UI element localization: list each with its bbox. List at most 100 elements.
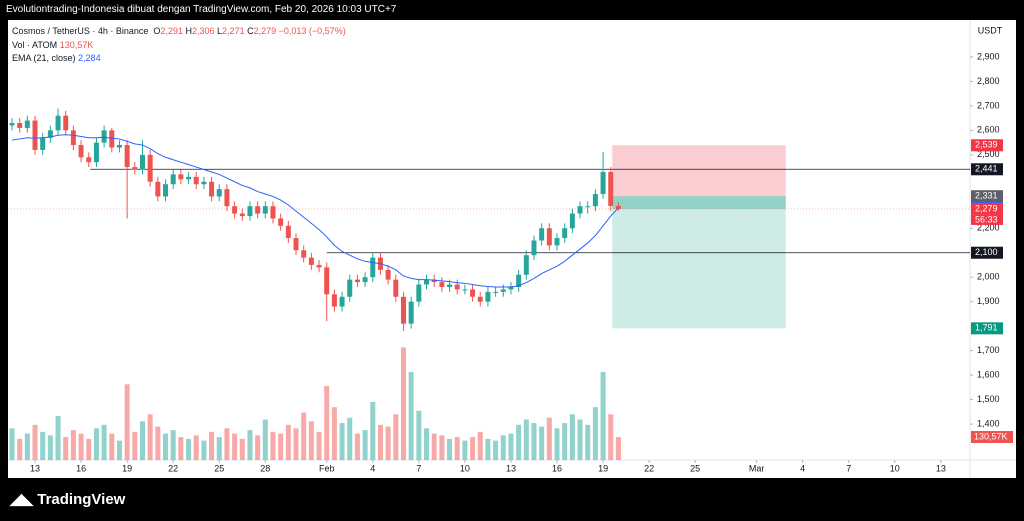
volume-bar — [47, 435, 53, 460]
candle-body — [86, 157, 92, 163]
candle-body — [216, 189, 222, 197]
candle-body — [370, 257, 376, 278]
x-tick-label: 4 — [370, 463, 375, 473]
price-tag-label: 2,279 — [975, 203, 998, 213]
candle-body — [477, 296, 483, 302]
volume-bar — [546, 417, 552, 460]
y-tick-label: 1,600 — [977, 369, 1000, 379]
x-tick-label: 19 — [598, 463, 608, 473]
volume-bar — [86, 438, 92, 460]
volume-tag-label: 130,57K — [974, 431, 1008, 441]
y-tick-label: 2,900 — [977, 51, 1000, 61]
candle-body — [255, 206, 261, 214]
candle-body — [569, 213, 575, 229]
volume-bar — [170, 430, 176, 460]
volume-bar — [569, 414, 575, 460]
y-tick-label: 2,000 — [977, 272, 1000, 282]
candle-body — [178, 174, 184, 180]
price-tag-label: 2,100 — [975, 247, 998, 257]
volume-bar — [308, 421, 314, 460]
candle-body — [155, 181, 161, 197]
volume-bar — [216, 437, 222, 460]
price-tag-label: 2,539 — [975, 140, 998, 150]
candle-body — [124, 145, 130, 168]
candle-body — [9, 123, 15, 126]
candle-body — [470, 289, 476, 297]
y-tick-label: 2,600 — [977, 125, 1000, 135]
volume-bar — [462, 440, 468, 460]
candle-body — [316, 264, 322, 268]
volume-bar — [78, 433, 84, 460]
volume-bar — [500, 435, 506, 460]
candle-body — [247, 206, 253, 217]
target-zone — [612, 196, 786, 329]
candle-body — [400, 296, 406, 324]
candle-body — [201, 181, 207, 185]
x-tick-label: 13 — [30, 463, 40, 473]
volume-bar — [470, 437, 476, 460]
x-tick-label: Feb — [319, 463, 335, 473]
volume-bar — [592, 407, 598, 460]
candle-body — [301, 250, 307, 258]
volume-bar — [239, 438, 245, 460]
volume-bar — [147, 414, 153, 460]
price-tag-label: 2,331 — [975, 191, 998, 201]
y-tick-label: 2,200 — [977, 223, 1000, 233]
x-tick-label: 13 — [506, 463, 516, 473]
candle-body — [600, 171, 606, 194]
candle-body — [139, 154, 145, 170]
candle-body — [424, 279, 430, 285]
candle-body — [546, 228, 552, 246]
candle-body — [93, 142, 99, 163]
volume-bar — [17, 438, 23, 460]
x-tick-label: 4 — [800, 463, 805, 473]
currency: USDT — [978, 25, 1003, 35]
price-tag — [971, 190, 1003, 203]
x-tick-label: 10 — [890, 463, 900, 473]
legend-volume-row: Vol · ATOM 130,57K — [12, 39, 346, 53]
volume-bar — [416, 410, 422, 460]
candle-body — [577, 206, 583, 214]
ema-label: EMA (21, close) — [12, 53, 76, 63]
candle-body — [339, 296, 345, 307]
volume-bar — [40, 431, 46, 460]
brand: ◢◣ TradingView — [10, 491, 126, 508]
volume-bar — [485, 438, 491, 460]
price-tag — [971, 163, 1003, 176]
volume-bar — [331, 407, 337, 460]
candle-body — [78, 145, 84, 158]
candle-body — [385, 269, 391, 280]
candle-body — [362, 277, 368, 283]
candle-body — [508, 286, 514, 290]
candle-body — [500, 289, 506, 292]
legend: Cosmos / TetherUS · 4h · Binance O2,291 … — [12, 25, 346, 66]
volume-tag — [971, 431, 1013, 444]
price-tag — [971, 246, 1003, 259]
candle-body — [224, 189, 230, 207]
volume-bar — [124, 384, 130, 460]
volume-bar — [70, 430, 76, 460]
x-tick-label: 16 — [552, 463, 562, 473]
volume-bar — [585, 424, 591, 460]
candle-body — [239, 213, 245, 217]
x-tick-label: Mar — [749, 463, 765, 473]
volume-bar — [193, 435, 199, 460]
stop-zone — [612, 145, 786, 197]
x-tick-label: 7 — [846, 463, 851, 473]
candle-body — [270, 206, 276, 219]
volume-bar — [477, 431, 483, 460]
candle-body — [393, 279, 399, 297]
volume-bar — [178, 437, 184, 460]
volume-bar — [301, 412, 307, 460]
open-pnl-zone — [612, 196, 786, 209]
ohlc-label: H — [185, 26, 192, 36]
candle-body — [17, 123, 23, 128]
y-tick-label: 2,700 — [977, 100, 1000, 110]
candle-body — [293, 238, 299, 251]
x-tick-label: 25 — [214, 463, 224, 473]
x-tick-label: 28 — [260, 463, 270, 473]
volume-bar — [255, 435, 261, 460]
volume-bar — [362, 430, 368, 460]
price-tag — [971, 202, 1003, 215]
change: −0,013 (−0,57%) — [278, 26, 346, 36]
